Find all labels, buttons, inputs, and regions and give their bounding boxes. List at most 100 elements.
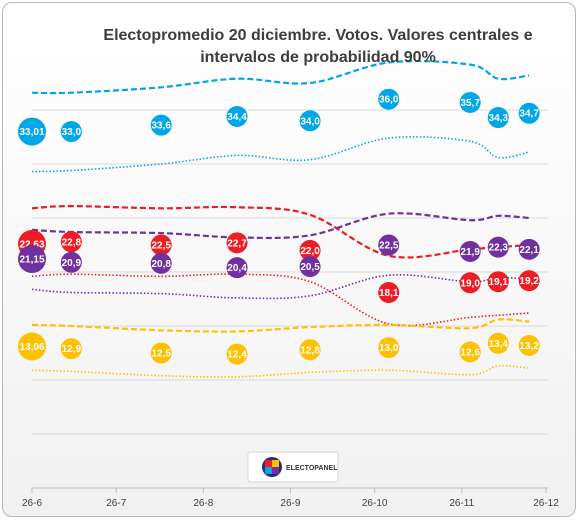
yellow-point-label: 12,9	[62, 344, 82, 355]
purple-point-marker	[518, 238, 540, 260]
purple-point: 20,5	[299, 256, 321, 278]
blue-point-marker	[378, 88, 400, 110]
gridlines	[32, 109, 548, 435]
yellow-point: 13,4	[487, 332, 509, 354]
yellow-point-label: 12,4	[227, 350, 247, 361]
purple-point: 20,9	[60, 251, 82, 273]
logo-text: ELECTOPANEL	[286, 465, 338, 472]
blue-point: 36,0	[378, 88, 400, 110]
yellow-point-label: 13,0	[379, 343, 399, 354]
red-point-marker	[299, 239, 321, 261]
blue-lower-interval-line	[31, 136, 530, 173]
x-tick-label: 26-9	[280, 498, 300, 509]
purple-point: 22,1	[518, 238, 540, 260]
red-point: 19,1	[487, 271, 509, 293]
purple-point-label: 20,8	[151, 259, 171, 270]
chart-frame	[2, 2, 576, 517]
purple-point: 22,3	[487, 236, 509, 258]
red-point-label: 22,8	[62, 237, 82, 248]
blue-point-marker	[459, 91, 481, 113]
purple-point: 20,4	[226, 257, 248, 279]
electopanel-logo: ELECTOPANEL	[247, 451, 339, 483]
red-point: 19,2	[518, 270, 540, 292]
x-tick-label: 26-11	[449, 498, 474, 509]
red-point: 22,7	[226, 232, 248, 254]
purple-point-marker	[18, 245, 46, 274]
yellow-upper-interval-line	[31, 318, 530, 333]
yellow-point-label: 12,8	[300, 345, 320, 356]
blue-point-label: 34,0	[300, 116, 320, 127]
blue-point: 33,01	[18, 117, 46, 146]
x-tick-label: 26-7	[106, 498, 126, 509]
red-point-label: 22,5	[151, 241, 171, 252]
yellow-point-label: 13,06	[19, 342, 44, 353]
yellow-point: 13,0	[378, 337, 400, 359]
red-point-marker	[518, 270, 540, 292]
yellow-point-marker	[150, 342, 172, 364]
blue-point: 34,0	[299, 110, 321, 132]
purple-point: 21,9	[459, 240, 481, 262]
x-tick-label: 26-10	[362, 498, 388, 509]
interval-lines	[31, 59, 530, 378]
blue-point-marker	[518, 102, 540, 124]
chart-title-line-2: intervalos de probabilidad 90%	[200, 49, 436, 66]
purple-point-marker	[459, 240, 481, 262]
blue-point-label: 36,0	[379, 95, 399, 106]
purple-point-label: 22,5	[379, 241, 399, 252]
yellow-point-marker	[18, 332, 46, 361]
blue-point: 35,7	[459, 91, 481, 113]
red-point: 22,5	[150, 234, 172, 256]
blue-point-marker	[299, 110, 321, 132]
yellow-point: 12,9	[60, 338, 82, 360]
blue-point-marker	[487, 107, 509, 129]
yellow-point-label: 12,6	[460, 347, 480, 358]
red-point: 19,0	[459, 272, 481, 294]
purple-point-label: 20,4	[227, 263, 247, 274]
blue-point-marker	[226, 105, 248, 127]
red-point-marker	[459, 272, 481, 294]
red-point-label: 19,1	[489, 277, 509, 288]
yellow-point: 13,2	[518, 334, 540, 356]
blue-point-label: 34,7	[519, 109, 539, 120]
red-point-marker	[150, 234, 172, 256]
red-point-label: 19,2	[519, 276, 539, 287]
blue-point-marker	[150, 114, 172, 136]
purple-point: 20,8	[150, 252, 172, 274]
red-point: 22,0	[299, 239, 321, 261]
yellow-point-label: 13,4	[489, 339, 509, 350]
red-point-marker	[378, 282, 400, 304]
purple-upper-interval-line	[31, 212, 530, 240]
purple-point-marker	[150, 252, 172, 274]
blue-point: 34,4	[226, 105, 248, 127]
yellow-point-marker	[487, 332, 509, 354]
purple-point-label: 21,9	[460, 247, 480, 258]
chart-title-line-1: Electopromedio 20 diciembre. Votos. Valo…	[103, 27, 532, 44]
blue-point-marker	[18, 117, 46, 146]
blue-point-label: 33,6	[151, 121, 171, 132]
purple-point-marker	[378, 234, 400, 256]
x-tick-label: 26-12	[533, 498, 559, 509]
red-lower-interval-line	[31, 273, 530, 327]
blue-point: 33,0	[60, 121, 82, 143]
red-point: 18,1	[378, 282, 400, 304]
yellow-point: 12,5	[150, 342, 172, 364]
purple-point-marker	[226, 257, 248, 279]
yellow-point-marker	[226, 343, 248, 365]
yellow-point-label: 12,5	[151, 349, 171, 360]
yellow-lower-interval-line	[31, 364, 530, 378]
red-point-marker	[60, 231, 82, 253]
blue-point-label: 34,4	[227, 112, 247, 123]
blue-point-marker	[60, 121, 82, 143]
x-tick-label: 26-8	[193, 498, 213, 509]
purple-point-label: 20,9	[62, 258, 82, 269]
yellow-point: 13,06	[18, 332, 46, 361]
blue-point-label: 34,3	[489, 113, 509, 124]
yellow-point-marker	[378, 337, 400, 359]
purple-point-marker	[299, 256, 321, 278]
blue-upper-interval-line	[31, 59, 530, 95]
yellow-point-marker	[459, 341, 481, 363]
yellow-point-marker	[518, 334, 540, 356]
purple-point-marker	[60, 251, 82, 273]
yellow-point-label: 13,2	[519, 341, 539, 352]
